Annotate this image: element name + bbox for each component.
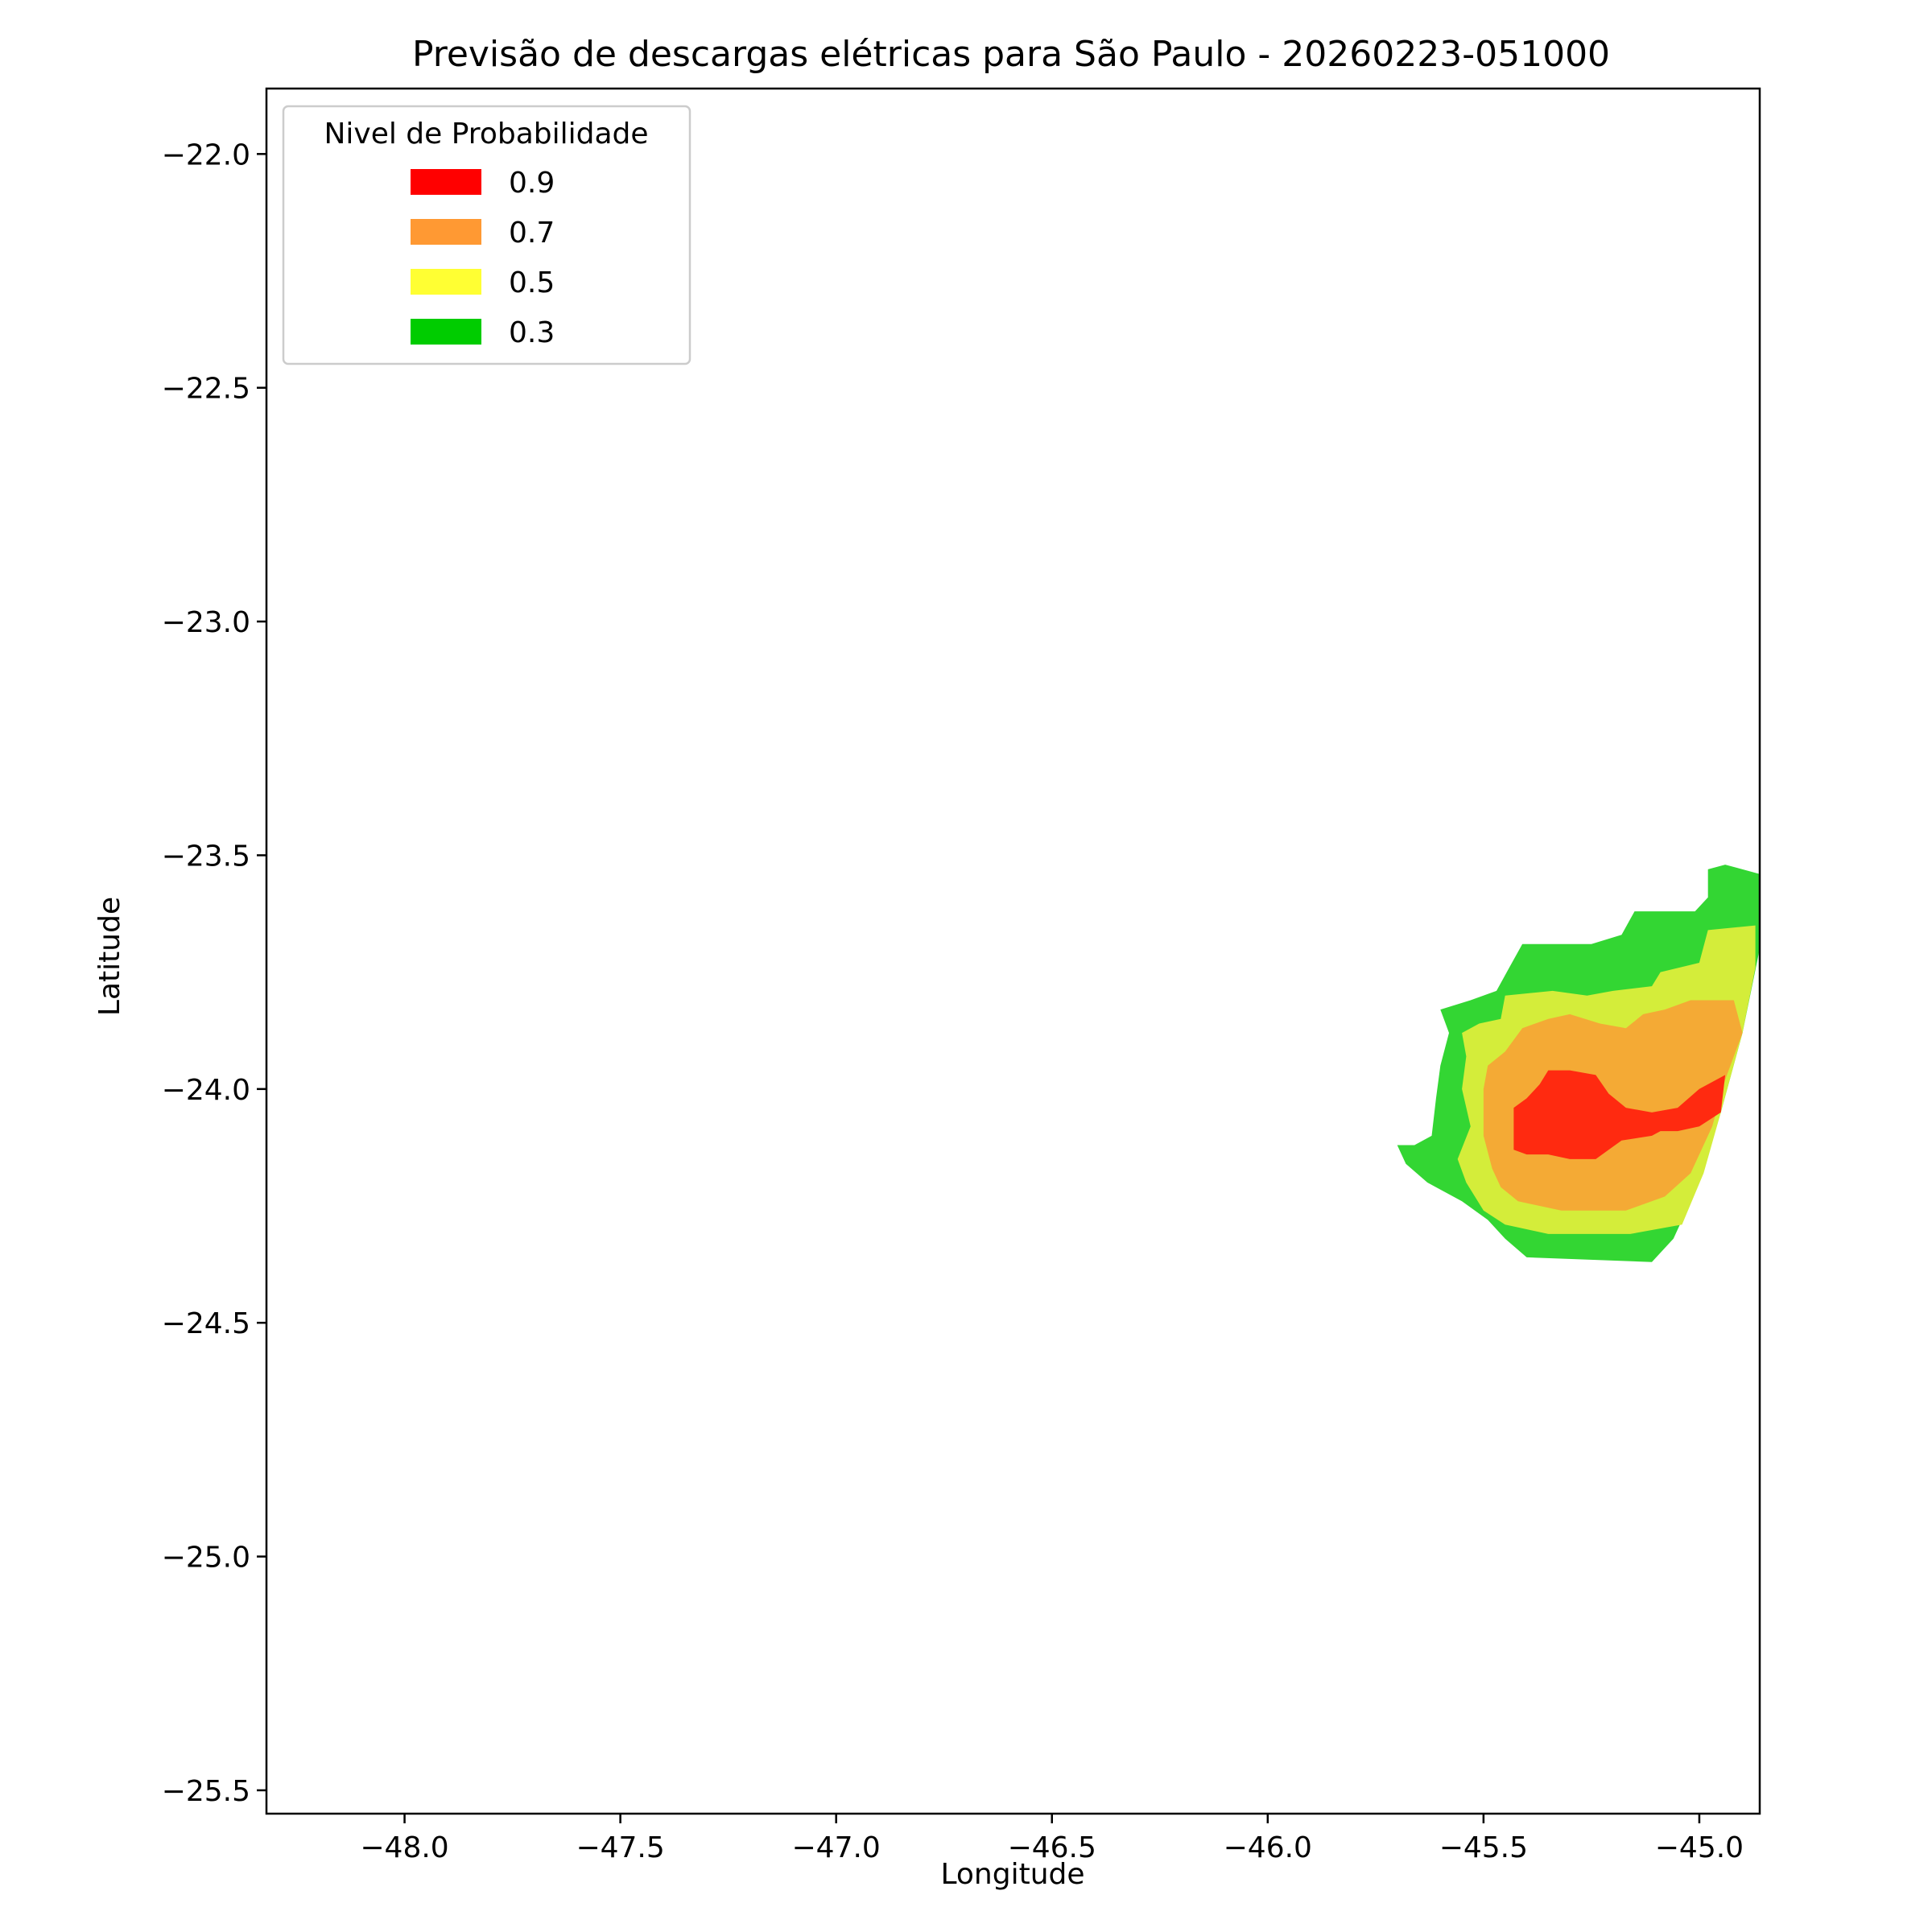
x-tick-label: −47.0 (792, 1831, 881, 1864)
legend-label: 0.7 (509, 217, 555, 250)
y-tick-label: −22.0 (162, 138, 250, 171)
legend-label: 0.9 (509, 167, 555, 200)
y-tick-label: −23.0 (162, 606, 250, 639)
legend-label: 0.3 (509, 316, 555, 349)
x-tick-label: −46.5 (1008, 1831, 1096, 1864)
y-tick-label: −22.5 (162, 373, 250, 406)
x-tick-label: −45.0 (1655, 1831, 1744, 1864)
y-tick-label: −25.5 (162, 1775, 250, 1808)
legend-box (282, 105, 691, 365)
y-axis: −22.0 −22.5 −23.0 −23.5 −24.0 −24.5 −25.0 −25.5 (162, 138, 266, 1808)
x-axis: −48.0 −47.5 −47.0 −46.5 −46.0 −45.5 −45.0 (360, 1814, 1744, 1864)
legend-swatch (411, 169, 481, 195)
y-tick-label: −24.5 (162, 1307, 250, 1340)
x-tick-label: −45.5 (1439, 1831, 1528, 1864)
legend-swatch (411, 219, 481, 245)
legend-label: 0.5 (509, 266, 555, 299)
contour-fills (1397, 865, 1760, 1262)
legend-entries: 0.9 0.7 0.5 0.3 (411, 167, 555, 349)
y-tick-label: −25.0 (162, 1542, 250, 1575)
y-axis-label: Latitude (93, 897, 126, 1016)
contour-level-0-9 (1513, 1070, 1726, 1159)
legend-swatch (411, 269, 481, 295)
legend-swatch (411, 319, 481, 345)
x-axis-label: Longitude (940, 1858, 1084, 1891)
x-tick-label: −46.0 (1224, 1831, 1312, 1864)
chart-title: Previsão de descargas elétricas para São… (412, 34, 1610, 75)
y-tick-label: −24.0 (162, 1074, 250, 1107)
y-tick-label: −23.5 (162, 840, 250, 873)
x-tick-label: −47.5 (576, 1831, 664, 1864)
plot-frame (265, 87, 1761, 1815)
legend: Nivel de Probabilidade 0.9 0.7 0.5 0.3 (282, 105, 691, 365)
x-tick-label: −48.0 (360, 1831, 448, 1864)
legend-title: Nivel de Probabilidade (324, 118, 648, 151)
